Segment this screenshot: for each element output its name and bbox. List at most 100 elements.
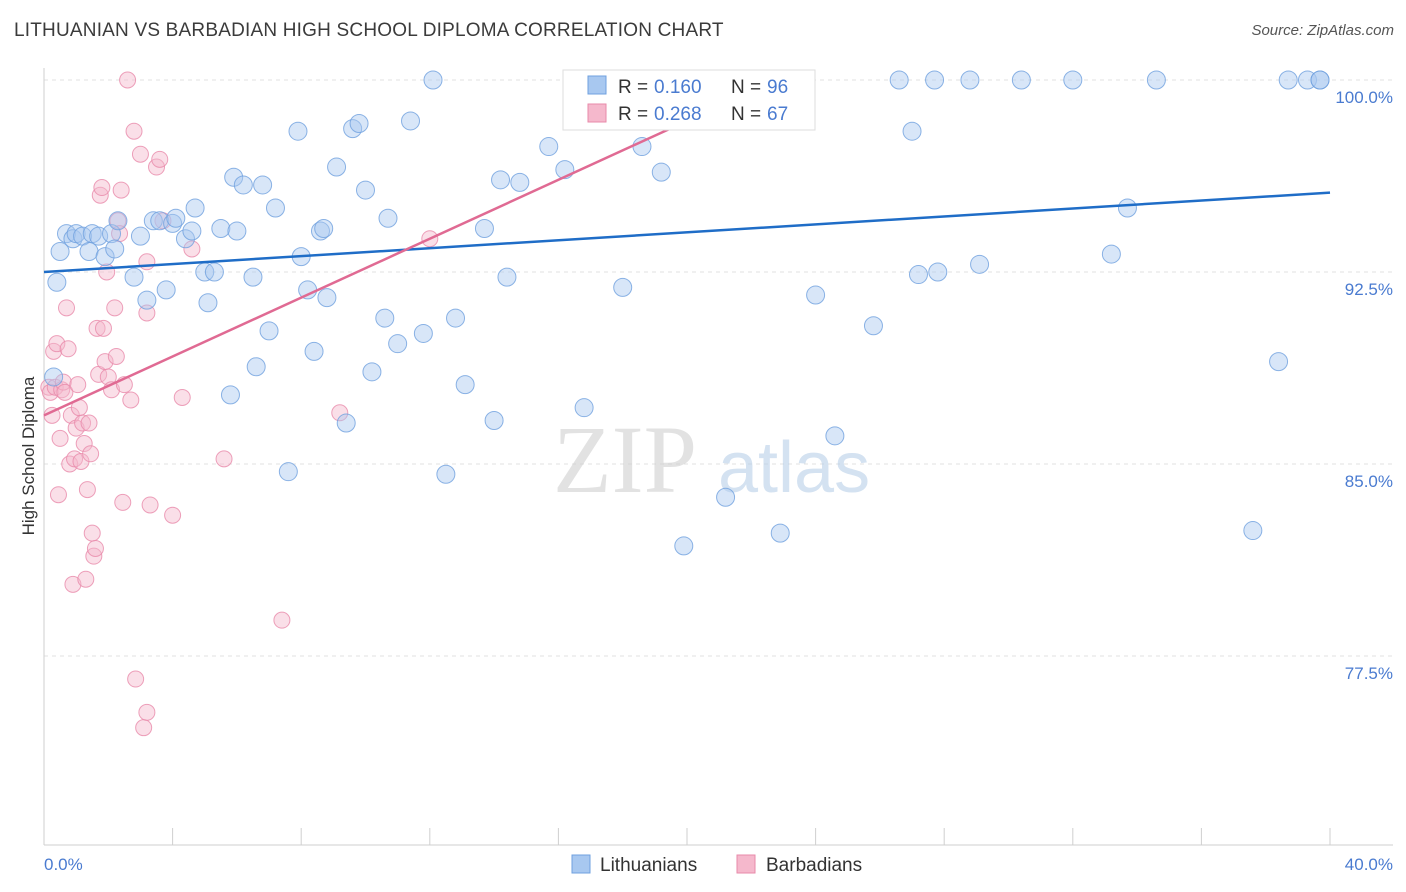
barbadians-point [119, 71, 137, 89]
barbadians-point [183, 240, 201, 258]
lithuanians-point [889, 70, 909, 90]
legend-swatch-pink [587, 103, 607, 123]
source-label: Source: ZipAtlas.com [1251, 22, 1394, 39]
barbadians-point [88, 319, 106, 337]
barbadians-point [127, 670, 145, 688]
lithuanians-point [1117, 198, 1137, 218]
lithuanians-point [484, 410, 504, 430]
lithuanians-point [95, 247, 115, 267]
legend-n-value-pink: 67 [767, 104, 788, 125]
barbadians-point [141, 496, 159, 514]
lithuanians-point [510, 172, 530, 192]
barbadians-point [131, 145, 149, 163]
barbadians-point [164, 506, 182, 524]
lithuanians-point [651, 162, 671, 182]
lithuanians-point [278, 462, 298, 482]
lithuanians-point [356, 180, 375, 200]
lithuanians-point [362, 362, 382, 382]
lithuanians-point [436, 464, 456, 484]
lithuanians-point [574, 398, 594, 418]
lithuanians-point [163, 213, 183, 233]
bottom-legend-swatch-blue [571, 854, 591, 874]
lithuanians-point [1243, 521, 1263, 541]
x-tick-label-max: 40.0% [1345, 855, 1393, 874]
lithuanians-point [375, 308, 395, 328]
legend-r-value-blue: 0.160 [654, 77, 702, 98]
barbadians-point [125, 122, 143, 140]
lithuanians-point [259, 321, 279, 341]
lithuanians-point [50, 242, 70, 262]
lithuanians-point [310, 221, 330, 241]
gridlines [44, 79, 1393, 657]
lithuanians-point [613, 277, 633, 297]
lithuanians-point [343, 119, 363, 139]
lithuanians-point [770, 523, 790, 543]
legend-n-value-blue: 96 [767, 77, 788, 98]
barbadians-point [93, 179, 111, 197]
lithuanians-point [716, 487, 736, 507]
barbadians-point [138, 703, 156, 721]
barbadians-point [64, 575, 82, 593]
y-tick-label-3: 100.0% [1335, 88, 1393, 107]
barbadians-point [56, 383, 74, 401]
legend-n-label-blue: N = [731, 77, 766, 98]
lithuanians-point [246, 357, 266, 377]
lithuanians-point [130, 226, 150, 246]
x-tick-label-min: 0.0% [44, 855, 83, 874]
barbadians-point [78, 481, 96, 499]
legend-r-label-pink: R = [618, 104, 653, 125]
lithuanians-point [908, 265, 928, 285]
y-tick-label-2: 92.5% [1345, 280, 1393, 299]
legend-n-label-pink: N = [731, 104, 766, 125]
barbadians-point [138, 253, 156, 271]
lithuanians-point [491, 170, 511, 190]
barbadians-point [94, 319, 112, 337]
lithuanians-point [233, 175, 253, 195]
lithuanians-point [1063, 70, 1083, 90]
lithuanians-point [378, 208, 398, 228]
barbadians-point [114, 493, 132, 511]
barbadians-point [122, 391, 140, 409]
barbadians-point [138, 304, 156, 322]
lithuanians-point [175, 229, 195, 249]
y-tick-label-1: 85.0% [1345, 472, 1393, 491]
lithuanians-point [863, 316, 883, 336]
lithuanians-point [182, 221, 202, 241]
lithuanians-point [388, 334, 408, 354]
lithuanians-point [327, 157, 347, 177]
lithuanians-point [124, 267, 144, 287]
bottom-legend-lithuanians: Lithuanians [600, 855, 697, 876]
lithuanians-point [143, 211, 163, 231]
lithuanians-point [44, 367, 64, 387]
lithuanians-point [317, 288, 337, 308]
barbadians-point [112, 181, 130, 199]
lithuanians-point [1011, 70, 1031, 90]
barbadians-point [48, 335, 66, 353]
barbadians-point [215, 450, 233, 468]
lithuanians-point [105, 239, 125, 259]
lithuanians-point [224, 167, 244, 187]
lithuanians-point [156, 280, 176, 300]
lithuanians-point [108, 211, 128, 231]
barbadians-point [173, 388, 191, 406]
lithuanians-point [211, 218, 231, 238]
barbadians-point [273, 611, 291, 629]
lithuanians-point [79, 242, 99, 262]
lithuanians-point [474, 218, 494, 238]
barbadians-point [69, 376, 87, 394]
barbadians-point [86, 539, 104, 557]
lithuanians-point [806, 285, 826, 305]
legend-swatch-blue [587, 75, 607, 95]
lithuanians-point [227, 221, 247, 241]
barbadians-point [74, 414, 92, 432]
lithuanians-point [336, 413, 356, 433]
lithuanians-point [674, 536, 694, 556]
barbadians-point [49, 486, 67, 504]
barbadians-point [80, 414, 98, 432]
bottom-legend-barbadians: Barbadians [766, 855, 862, 876]
lithuanians-point [137, 290, 157, 310]
lithuanians-point [185, 198, 205, 218]
lithuanians-point [1310, 70, 1330, 90]
lithuanians-point [423, 70, 443, 90]
